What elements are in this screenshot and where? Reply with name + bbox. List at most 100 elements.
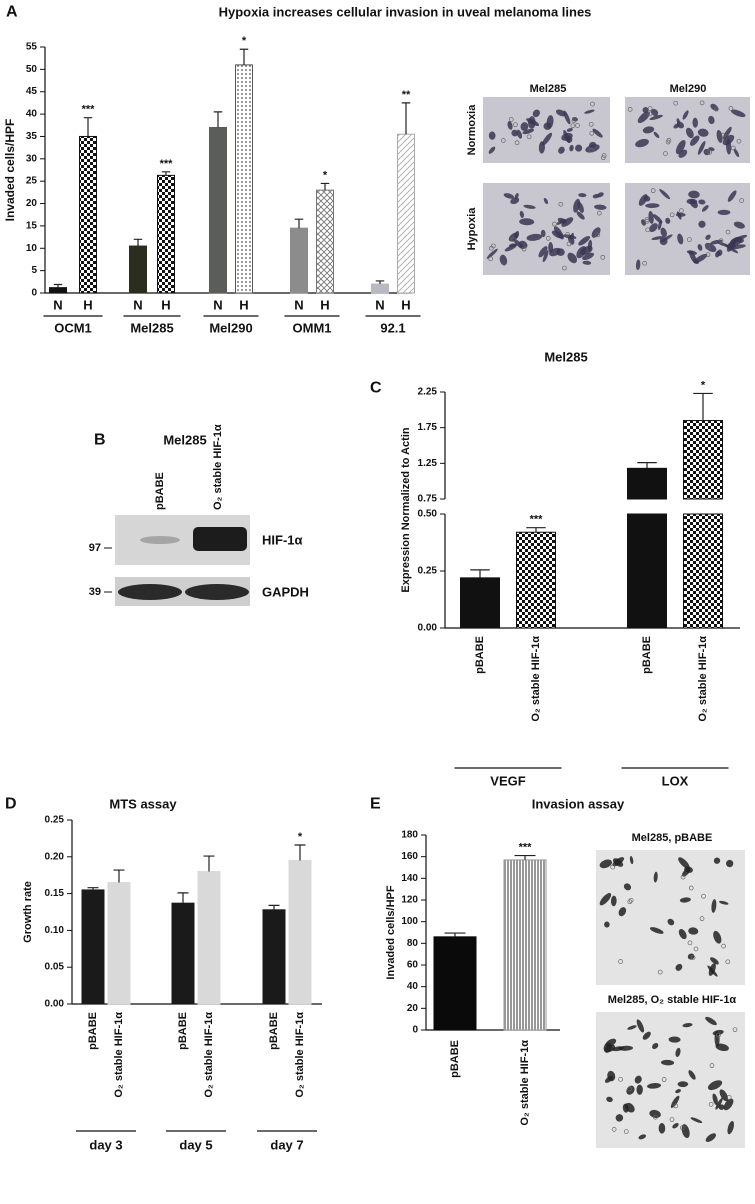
cell (522, 128, 535, 135)
cell (488, 146, 496, 154)
bar (516, 531, 556, 629)
pore (663, 151, 668, 156)
pore (721, 132, 726, 138)
bar (290, 227, 308, 294)
cell (569, 144, 574, 152)
pore (645, 227, 651, 233)
cell (558, 146, 565, 154)
micrograph (625, 183, 750, 275)
cell (678, 928, 687, 940)
pore (688, 885, 694, 891)
micrograph (596, 850, 745, 985)
bar (397, 133, 415, 294)
significance: ** (402, 89, 411, 101)
cell (676, 121, 684, 129)
error-bar (401, 102, 411, 135)
cell (707, 965, 718, 977)
pore (521, 246, 527, 252)
cell (725, 859, 734, 868)
pore (699, 916, 705, 922)
cell (599, 893, 612, 906)
cell (727, 1120, 734, 1135)
cell (538, 246, 548, 258)
cell (650, 108, 659, 117)
pore (623, 1129, 629, 1134)
blot-band (140, 536, 180, 544)
cell (582, 252, 595, 260)
error-bar (320, 182, 330, 191)
cell (520, 122, 529, 132)
cell (658, 1123, 666, 1134)
lane-label: O₂ stable HIF-1α (212, 424, 224, 510)
cell (592, 128, 603, 138)
cell (627, 1025, 637, 1030)
pore (611, 1127, 617, 1132)
band-label: HIF-1α (262, 533, 303, 548)
micrograph (596, 1012, 745, 1148)
cell (556, 218, 566, 225)
x-tick-label: H (239, 298, 248, 313)
cell (587, 239, 593, 252)
pore (705, 252, 711, 258)
x-tick-label: H (83, 298, 92, 313)
x-tick-label: N (375, 298, 384, 313)
pore (570, 123, 576, 129)
pore (650, 188, 656, 194)
panel-label: B (94, 432, 106, 449)
pore (673, 1103, 679, 1109)
cell (718, 900, 729, 905)
cell (636, 1084, 643, 1095)
pore (647, 106, 653, 111)
cell (597, 192, 604, 198)
cell (645, 203, 660, 208)
pore (680, 874, 686, 880)
y-tick-label: 10 (26, 243, 38, 254)
error-bar (268, 904, 280, 910)
significance: *** (160, 158, 174, 170)
cell (649, 223, 658, 233)
chart-title: Mel285 (544, 350, 587, 365)
cell (526, 233, 543, 241)
y-tick-label: 2.25 (418, 387, 438, 398)
bar (197, 871, 221, 1005)
significance: *** (530, 514, 544, 526)
pore (601, 153, 607, 158)
cell (675, 139, 686, 155)
bar (316, 189, 334, 294)
cell (591, 227, 601, 238)
x-tick-label: H (401, 298, 410, 313)
pore (728, 106, 734, 111)
x-tick-label: pBABE (449, 1040, 461, 1078)
micrograph-column: Mel285 (530, 83, 567, 95)
cell (653, 871, 658, 883)
panel-label: E (370, 796, 381, 813)
bar (107, 882, 131, 1005)
cell (681, 1124, 690, 1139)
y-tick-label: 0.00 (45, 999, 65, 1010)
pore (511, 237, 516, 243)
bar (288, 859, 312, 1005)
cell (618, 1045, 634, 1051)
pore (669, 1117, 675, 1122)
cell (649, 114, 663, 120)
y-tick-label: 0.15 (45, 888, 65, 899)
x-tick-label: N (213, 298, 222, 313)
cell (488, 131, 496, 140)
error-bar (637, 462, 657, 469)
cell (677, 233, 684, 245)
cell (573, 198, 581, 213)
cell (705, 1016, 717, 1026)
bar (157, 174, 175, 294)
cell (610, 895, 617, 907)
y-tick-label: 5 (31, 265, 37, 276)
cell (599, 859, 613, 869)
cell (698, 199, 706, 205)
micrograph-bg (596, 850, 745, 985)
cell (551, 230, 564, 239)
pore (618, 959, 623, 964)
cell (543, 197, 549, 205)
panel-label: A (6, 4, 18, 21)
y-tick-label: 20 (26, 198, 38, 209)
pore (562, 265, 567, 271)
